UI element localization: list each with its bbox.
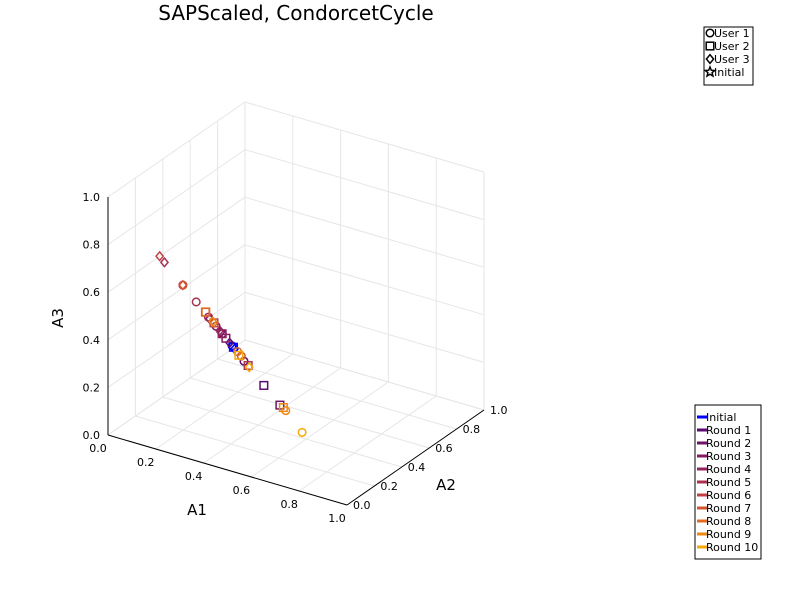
grid-line xyxy=(155,353,294,450)
legend-diamond-marker xyxy=(705,53,715,65)
y-axis-line xyxy=(346,409,485,506)
color-legend-label: Round 8 xyxy=(706,515,751,528)
x-tick-label: 0.0 xyxy=(89,442,107,455)
color-legend-label: Round 7 xyxy=(706,502,751,515)
grid-line xyxy=(107,149,246,246)
axis-layer: 0.0 0.2 0.4 0.6 0.8 1.0 0.0 0.2 0.4 0.6 0.8 1.0 0.0 0… xyxy=(83,191,508,525)
color-legend-label: Round 2 xyxy=(706,437,751,450)
grid-line xyxy=(244,101,485,173)
grid-line xyxy=(107,339,246,436)
color-legend-label: Round 1 xyxy=(706,424,751,437)
data-point-round-10-circle xyxy=(297,427,307,437)
grid-line xyxy=(135,415,375,487)
grid-line xyxy=(107,244,246,341)
data-point-round-10-square xyxy=(234,350,244,360)
grid-line xyxy=(298,395,437,492)
grid-layer xyxy=(107,101,485,506)
color-legend-label: Round 3 xyxy=(706,450,751,463)
grid-line xyxy=(244,244,485,316)
data-point-round-5-circle xyxy=(191,297,201,307)
chart-title: SAPScaled, CondorcetCycle xyxy=(158,1,433,25)
data-point-round-1-square xyxy=(259,380,269,390)
data-point-round-10-diamond xyxy=(244,361,254,373)
grid-line xyxy=(217,358,457,430)
color-legend-label: Round 9 xyxy=(706,528,751,541)
data-point-round-4-diamond xyxy=(215,325,225,337)
legend-star-marker xyxy=(703,64,717,78)
grid-line xyxy=(203,367,341,464)
grid-line xyxy=(107,196,246,293)
y-tick-label: 0.8 xyxy=(463,423,481,436)
color-legend-label: Round 5 xyxy=(706,476,751,489)
y-tick-label: 0.6 xyxy=(435,442,453,455)
x-tick-label: 0.4 xyxy=(185,470,203,483)
x-tick-label: 0.8 xyxy=(280,498,298,511)
grid-line xyxy=(107,291,246,388)
grid-line xyxy=(244,291,485,363)
z-axis-label: A3 xyxy=(49,308,67,328)
x-axis-label: A1 xyxy=(187,501,207,519)
z-tick-label: 0.2 xyxy=(83,381,101,394)
data-point-round-8-square xyxy=(201,307,211,317)
z-tick-label: 0.6 xyxy=(83,286,101,299)
legend-square-marker xyxy=(705,41,715,51)
x-axis-line xyxy=(107,434,348,506)
z-tick-label: 0.4 xyxy=(83,334,101,347)
color-legend-label: Round 10 xyxy=(706,541,758,554)
y-tick-label: 0.0 xyxy=(353,499,371,512)
y-tick-label: 1.0 xyxy=(490,404,508,417)
grid-line xyxy=(244,196,485,268)
y-tick-label: 0.4 xyxy=(408,461,426,474)
data-point-round-6-diamond xyxy=(155,250,165,262)
x-tick-label: 1.0 xyxy=(328,512,346,525)
data-point-round-7-diamond xyxy=(178,279,188,291)
x-tick-label: 0.6 xyxy=(233,484,251,497)
marker-legend-label: Initial xyxy=(714,66,744,79)
z-tick-label: 0.0 xyxy=(83,429,101,442)
grid-line xyxy=(162,396,402,468)
color-legend-label: Round 6 xyxy=(706,489,751,502)
grid-line xyxy=(244,339,485,411)
data-point-round-9-diamond xyxy=(208,315,218,327)
color-legend-label: Initial xyxy=(706,411,736,424)
data-point-round-5-diamond xyxy=(159,256,170,268)
marker-legend-label: User 1 xyxy=(714,27,750,40)
grid-line xyxy=(251,381,389,478)
z-tick-label: 1.0 xyxy=(83,191,101,204)
z-tick-label: 0.8 xyxy=(83,239,101,252)
y-axis-label: A2 xyxy=(436,476,456,494)
color-legend-label: Round 4 xyxy=(706,463,751,476)
legend-circle-marker xyxy=(705,28,715,38)
y-tick-label: 0.2 xyxy=(380,480,398,493)
grid-line xyxy=(190,377,430,449)
data-point-round-9-square xyxy=(278,402,288,413)
x-tick-label: 0.2 xyxy=(137,456,155,469)
grid-line xyxy=(107,101,246,198)
marker-legend-label: User 2 xyxy=(714,40,750,53)
grid-line xyxy=(244,149,485,221)
point-layer xyxy=(155,250,307,437)
marker-legend-label: User 3 xyxy=(714,53,750,66)
